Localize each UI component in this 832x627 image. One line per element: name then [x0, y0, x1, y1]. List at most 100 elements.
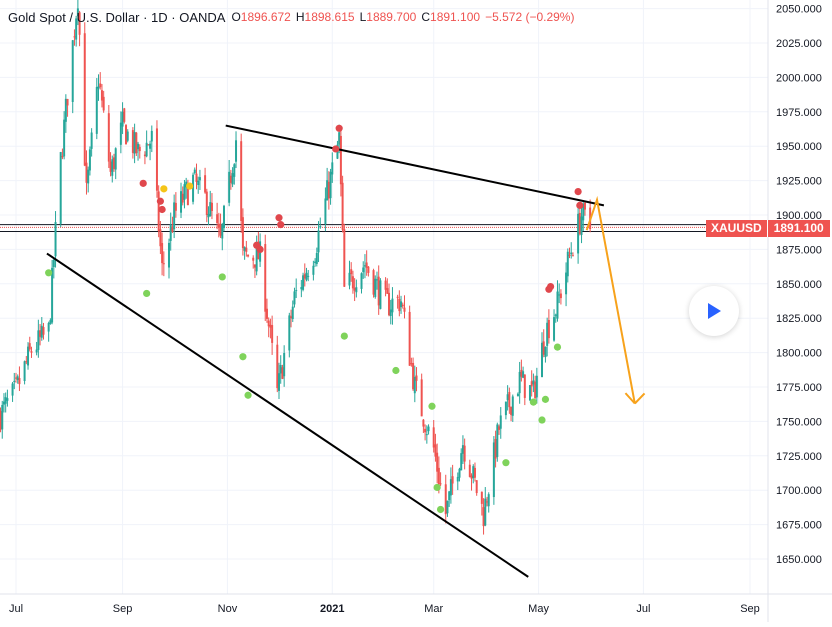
replay-play-button[interactable] — [689, 286, 739, 336]
candle-body — [28, 343, 31, 350]
symbol-title: Gold Spot / U.S. Dollar · 1D · OANDA — [8, 10, 226, 25]
candle-body — [267, 320, 270, 327]
candle-body — [205, 191, 208, 216]
x-tick-label: Sep — [740, 603, 760, 615]
candle-body — [111, 159, 114, 176]
candle-body — [556, 291, 559, 319]
candle-body — [42, 327, 45, 335]
candle-body — [353, 287, 356, 291]
candle-body — [570, 252, 573, 255]
candle-body — [147, 144, 150, 146]
candle-body — [468, 464, 471, 477]
candle-body — [437, 467, 440, 485]
candle-body — [338, 132, 341, 145]
candle-body — [255, 245, 258, 272]
trendline[interactable] — [225, 124, 605, 207]
ohlc-close: C1891.100 — [421, 10, 481, 24]
price-tag-symbol: XAUUSD — [706, 220, 767, 237]
candle-body — [351, 276, 354, 289]
candle-body — [475, 480, 478, 494]
signal-marker-green — [218, 273, 226, 281]
x-tick-label: May — [528, 603, 549, 615]
ohlc-change: −5.572 (−0.29%) — [485, 10, 575, 24]
candle-body — [374, 278, 377, 297]
candle-body — [470, 475, 473, 479]
candle-body — [541, 342, 544, 378]
projection-line[interactable] — [585, 195, 636, 404]
candle-body — [571, 255, 574, 257]
candle-body — [400, 301, 403, 308]
candle-body — [15, 377, 17, 379]
y-tick-label: 1675.000 — [776, 520, 822, 532]
signal-marker-green — [436, 505, 445, 514]
candle-body — [291, 306, 294, 320]
candle-body — [480, 491, 483, 504]
candle-body — [295, 290, 298, 292]
candle-body — [492, 442, 495, 498]
candle-body — [119, 122, 122, 145]
candle-body — [499, 415, 502, 429]
candle-body — [456, 476, 459, 482]
candle-body — [49, 320, 52, 324]
candle-body — [123, 108, 126, 122]
candle-body — [388, 292, 391, 316]
signal-marker-green — [239, 353, 247, 361]
candle-body — [566, 251, 569, 277]
signal-marker-red — [275, 214, 283, 222]
projection-arrow[interactable] — [585, 195, 646, 405]
y-tick-label: 1650.000 — [776, 554, 822, 566]
candle-body — [231, 173, 234, 185]
candle-body — [281, 367, 284, 379]
price-tag-value: 1891.100 — [766, 220, 830, 237]
trendline[interactable] — [46, 252, 529, 578]
candle-body — [233, 164, 236, 177]
signal-marker-green — [502, 459, 510, 467]
candle-body — [198, 177, 201, 181]
projection-arrowhead — [624, 392, 636, 405]
candle-body — [210, 202, 213, 211]
signal-marker-red — [277, 221, 285, 229]
candle-body — [379, 280, 382, 309]
candle-body — [0, 411, 2, 430]
candle-body — [107, 113, 110, 162]
signal-marker-green — [392, 366, 400, 375]
candle-body — [434, 444, 437, 457]
candle-body — [386, 288, 389, 294]
candle-body — [97, 86, 100, 89]
candle-body — [331, 162, 334, 175]
candle-body — [365, 262, 368, 268]
candle-body — [360, 273, 363, 289]
candle-body — [23, 361, 26, 382]
candle-body — [391, 298, 394, 313]
candle-body — [181, 193, 184, 203]
candle-body — [149, 143, 152, 149]
candle-body — [219, 224, 222, 236]
y-tick-label: 1825.000 — [776, 313, 822, 325]
signal-marker-green — [143, 289, 151, 298]
trendlines[interactable] — [46, 124, 605, 578]
candle-body — [439, 483, 442, 485]
x-tick-label: Mar — [424, 603, 443, 615]
candle-body — [415, 375, 418, 381]
projection-arrowhead — [634, 392, 646, 405]
signal-marker-green — [553, 343, 562, 351]
candle-body — [137, 143, 140, 150]
candle-body — [145, 142, 148, 157]
candle-body — [305, 272, 308, 280]
candle-body — [580, 216, 583, 235]
candle-body — [422, 419, 425, 427]
candle-body — [27, 346, 30, 366]
y-tick-label: 1925.000 — [776, 176, 822, 188]
candle-body — [241, 217, 244, 249]
candle-body — [221, 224, 224, 239]
play-icon — [708, 303, 721, 319]
candle-body — [451, 476, 454, 484]
candle-body — [150, 130, 153, 142]
candle-body — [71, 40, 74, 102]
candle-body — [446, 500, 449, 514]
candle-body — [235, 140, 238, 162]
candle-body — [420, 379, 423, 417]
candle-body — [265, 308, 268, 319]
